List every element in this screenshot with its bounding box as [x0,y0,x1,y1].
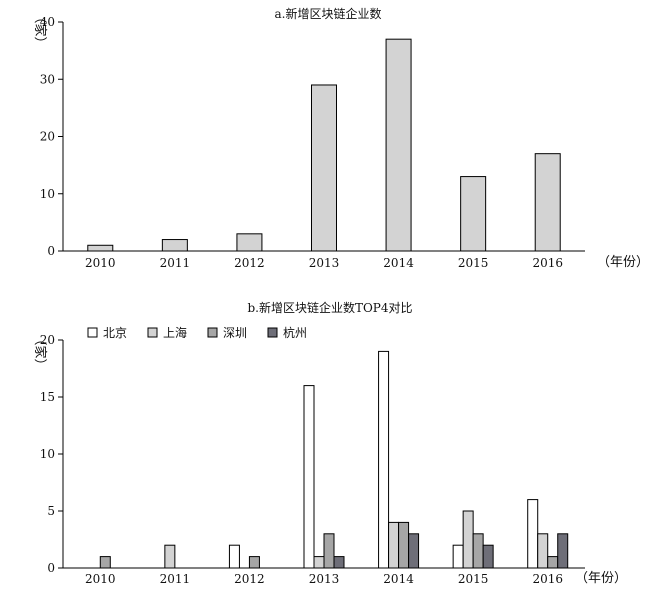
chart-a-ytick-label: 10 [40,187,55,201]
chart-a-xtick-label: 2010 [85,256,116,270]
chart-b-bar-上海-2015 [462,510,474,569]
chart-b-xtick-label: 2012 [234,572,265,586]
chart-b-xtick-label: 2011 [160,572,191,586]
chart-b-bar-杭州-2014 [408,533,420,569]
chart-a-xtick-label: 2011 [160,256,191,270]
chart-a-bar-2010 [87,244,114,252]
chart-b-bar-北京-2016 [527,499,539,569]
chart-a-bar-2011 [161,239,188,252]
legend-swatch-北京 [87,327,98,338]
chart-b-ytick-label: 20 [40,333,55,347]
legend-label-上海: 上海 [163,325,187,340]
chart-a-xtick-label: 2016 [532,256,563,270]
chart-b-bar-深圳-2014 [398,521,410,569]
chart-b-bar-上海-2011 [164,544,176,569]
chart-b-bar-杭州-2015 [482,544,494,569]
chart-b-ylabel: （家） [32,332,48,371]
chart-b-bar-杭州-2013 [333,556,345,569]
chart-b-xtick-label: 2014 [383,572,414,586]
chart-a-title: a.新增区块链企业数 [275,6,382,21]
chart-b-bar-杭州-2016 [557,533,569,569]
chart-b-xtick-label: 2013 [309,572,340,586]
chart-a-xtick-label: 2013 [309,256,340,270]
chart-b-legend: 北京 上海 深圳 杭州 [87,325,307,340]
chart-a-ytick-label: 0 [47,244,55,258]
chart-b-xtick-label: 2016 [532,572,563,586]
legend-label-北京: 北京 [103,326,127,340]
chart-b-ytick-label: 0 [47,561,55,575]
chart-b-bar-上海-2014 [388,521,400,569]
chart-b-bar-上海-2013 [313,556,325,569]
chart-a-bar-2013 [311,84,337,252]
chart-b-ytick-label: 5 [47,504,55,518]
chart-a-bar-2016 [534,153,561,252]
chart-a-bar-2015 [460,176,487,252]
chart-b-ytick-label: 10 [40,447,55,461]
chart-b-bar-深圳-2016 [547,556,559,569]
chart-a-ytick-label: 20 [40,130,55,144]
legend-label-杭州: 杭州 [283,325,307,340]
chart-a-bar-2014 [385,38,412,252]
chart-b-xtick-label: 2015 [458,572,489,586]
chart-a-ylabel: （家） [32,10,48,49]
chart-b: b.新增区块链企业数TOP4对比 （家） 0 5 10 15 20 2010 2011 20… [32,300,627,586]
chart-b-bar-深圳-2015 [472,533,484,569]
chart-b-xtick-label: 2010 [85,572,116,586]
chart-b-bar-北京-2014 [378,350,390,569]
chart-a-x-unit: （年份） [597,255,649,270]
chart-b-x-unit: （年份） [575,571,627,586]
legend-label-深圳: 深圳 [223,326,247,340]
chart-a-bar-2012 [236,233,263,252]
chart-b-title: b.新增区块链企业数TOP4对比 [247,300,412,315]
chart-b-bar-北京-2013 [303,385,315,569]
chart-b-bar-深圳-2010 [99,556,111,569]
chart-a-xtick-label: 2015 [458,256,489,270]
chart-b-bar-深圳-2013 [323,533,335,569]
chart-a-xtick-label: 2014 [383,256,414,270]
chart-a: a.新增区块链企业数 （家） 0 10 20 30 40 2010 2011 2012 201… [32,6,649,270]
chart-a-ytick-label: 40 [40,15,55,29]
legend-swatch-深圳 [207,327,218,338]
chart-b-ytick-label: 15 [40,390,55,404]
chart-b-bar-上海-2016 [537,533,549,569]
chart-b-bar-深圳-2012 [248,556,260,569]
chart-a-ytick-label: 30 [40,72,55,86]
chart-a-xtick-label: 2012 [234,256,265,270]
chart-b-bar-北京-2015 [452,544,464,569]
legend-swatch-上海 [147,327,158,338]
chart-b-bar-北京-2012 [228,544,240,569]
legend-swatch-杭州 [267,327,278,338]
